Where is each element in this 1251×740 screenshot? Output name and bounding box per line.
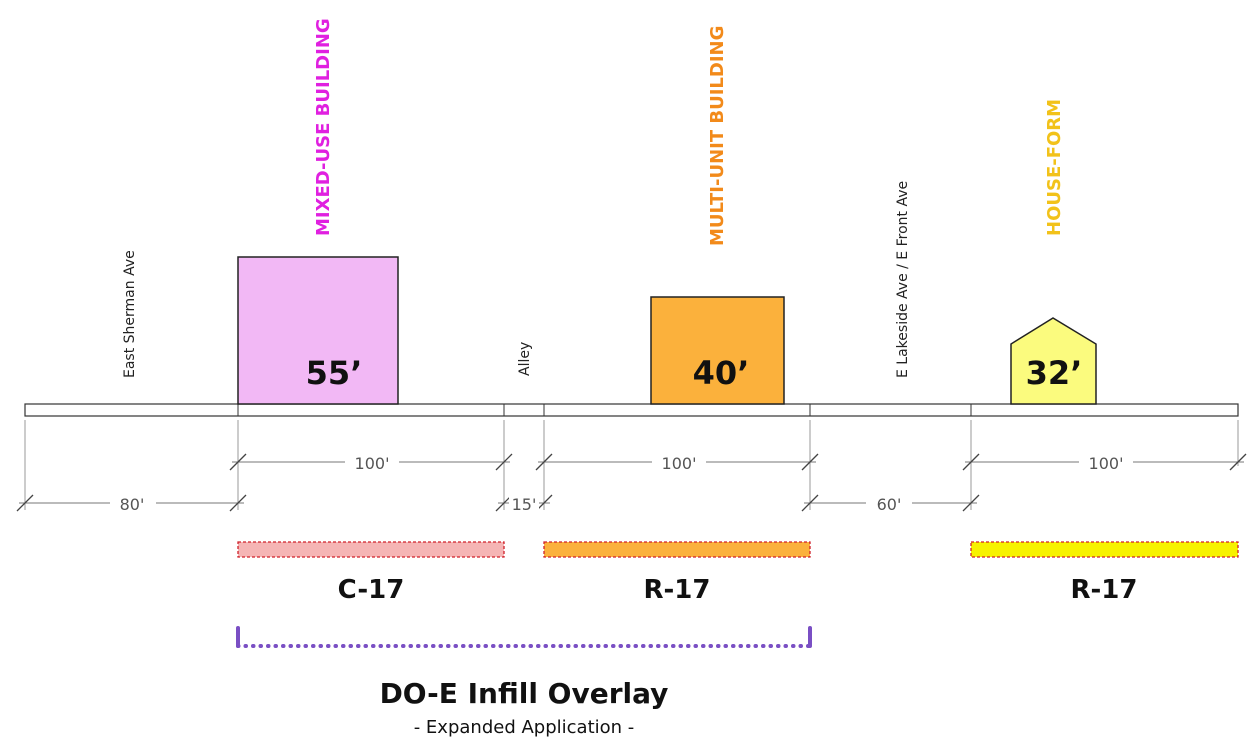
dim-label-bg	[652, 451, 706, 473]
overlay-title: DO-E Infill Overlay	[380, 677, 669, 710]
overlay-bracket	[236, 626, 812, 648]
extension-lines	[24, 420, 1239, 510]
dim-label-bg	[110, 492, 156, 514]
dimension-lakeside: 60'	[877, 495, 902, 514]
zone-label-c17: C-17	[338, 575, 405, 605]
zone-label-r17-b: R-17	[1071, 575, 1138, 605]
zone-bar-r17-a	[543, 541, 811, 558]
multi-unit-building: 40’	[650, 296, 785, 405]
dimension-sherman: 80'	[120, 495, 145, 514]
dimension-lot2: 100'	[662, 454, 697, 473]
dimension-lot3: 100'	[1089, 454, 1124, 473]
dim-label-bg	[509, 492, 539, 514]
dimension-lot1: 100'	[355, 454, 390, 473]
ground-strip	[24, 403, 1239, 417]
dimension-alley: 15'	[512, 495, 537, 514]
overlay-subtitle: - Expanded Application -	[414, 717, 635, 738]
house-form-building: 32’	[1010, 317, 1097, 405]
house-form-height-label: 32’	[1026, 354, 1083, 392]
multi-unit-height-label: 40’	[693, 354, 750, 392]
dimension-row-2	[16, 494, 980, 512]
house-form-type-label: HOUSE-FORM	[1044, 99, 1065, 236]
zone-bar-r17-b	[970, 541, 1239, 558]
mixed-use-height-label: 55’	[306, 354, 363, 392]
zone-bar-c17	[237, 541, 505, 558]
mixed-use-type-label: MIXED-USE BUILDING	[313, 18, 334, 236]
dim-label-bg	[1079, 451, 1133, 473]
street-label-lakeside: E Lakeside Ave / E Front Ave	[895, 181, 911, 378]
dim-label-bg	[345, 451, 399, 473]
zone-label-r17-a: R-17	[644, 575, 711, 605]
dim-label-bg	[866, 492, 912, 514]
street-label-east-sherman: East Sherman Ave	[122, 250, 138, 378]
street-label-alley: Alley	[517, 342, 533, 376]
multi-unit-type-label: MULTI-UNIT BUILDING	[707, 26, 728, 246]
mixed-use-building: 55’	[237, 256, 399, 405]
